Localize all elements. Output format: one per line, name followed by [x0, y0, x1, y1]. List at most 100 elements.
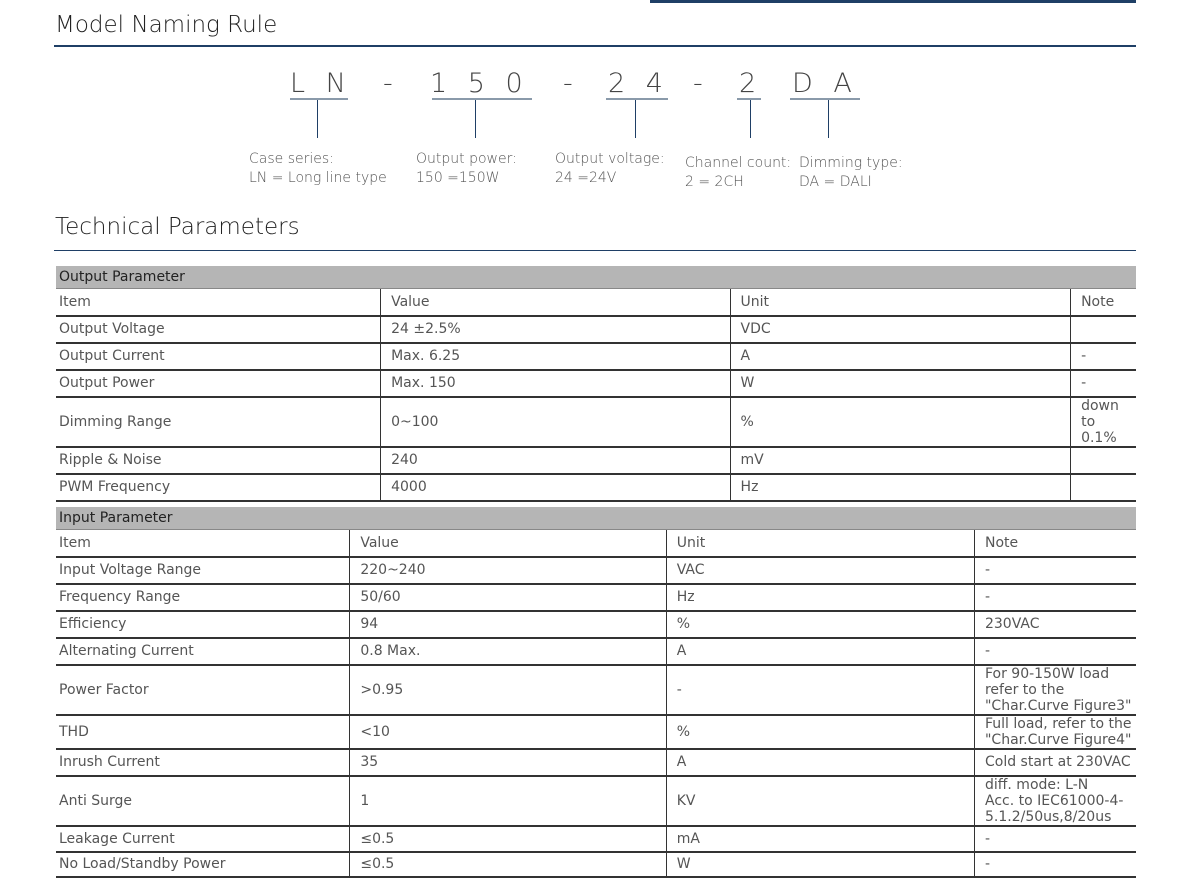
section-title: Output Parameter: [56, 266, 1136, 289]
code-segment: 2 4: [608, 68, 669, 99]
table-cell: 240: [380, 446, 731, 475]
table-cell: 220~240: [349, 556, 667, 585]
table-cell: [1070, 315, 1136, 344]
table-cell: <10: [349, 714, 667, 750]
table-cell: >0.95: [349, 664, 667, 716]
code-segment: -: [563, 68, 579, 99]
table-cell: diff. mode: L-N Acc. to IEC61000-4-5.1.2…: [973, 775, 1136, 827]
naming-part-label: Channel count: 2 = 2CH: [685, 154, 791, 192]
table-cell: 24 ±2.5%: [380, 315, 731, 344]
code-segment: L N: [290, 68, 352, 99]
header-row: Item Value Unit Note: [56, 529, 1136, 558]
top-accent-line: [650, 0, 1136, 3]
table-cell: Output Power: [56, 369, 381, 398]
table-row: Efficiency 94% 230VAC: [56, 610, 1136, 639]
column-header: Item: [56, 288, 381, 317]
table-cell: -: [1070, 342, 1136, 371]
tech-title: Technical Parameters: [55, 214, 300, 240]
table-cell: PWM Frequency: [56, 473, 381, 502]
column-header: Note: [973, 529, 1136, 558]
part-value: 2 = 2CH: [685, 174, 744, 190]
table-cell: Output Current: [56, 342, 381, 371]
table-row: THD <10% Full load, refer to the "Char.Cur…: [56, 714, 1136, 750]
code-segment: -: [693, 68, 709, 99]
part-value: 24 =24V: [555, 170, 617, 186]
table-cell: For 90-150W load refer to the "Char.Curv…: [973, 664, 1136, 716]
table-cell: Input Voltage Range: [56, 556, 350, 585]
table-cell: Anti Surge: [56, 775, 350, 827]
table-cell: mA: [665, 825, 975, 853]
code-segment: 1 5 0: [430, 68, 529, 99]
part-name: Dimming type:: [799, 155, 903, 171]
table-row: Power Factor >0.95- For 90-150W load refer…: [56, 664, 1136, 716]
table-cell: Cold start at 230VAC: [973, 748, 1136, 777]
column-header: Unit: [729, 288, 1071, 317]
table-cell: %: [729, 396, 1071, 448]
table-row: Output Voltage 24 ±2.5% VDC: [56, 315, 1136, 344]
table-cell: A: [729, 342, 1071, 371]
header-row: Item Value Unit Note: [56, 288, 1136, 317]
table-row: Anti Surge 1 KV diff. mode: L-N Acc. to IEC…: [56, 775, 1136, 827]
table-cell: Dimming Range: [56, 396, 381, 448]
part-value: LN = Long line type: [249, 170, 387, 186]
table-row: No Load/Standby Power ≤0.5 W -: [56, 851, 1136, 878]
table-cell: VAC: [665, 556, 975, 585]
naming-part-label: Output power: 150 =150W: [416, 150, 517, 188]
table-cell: Max. 150: [380, 369, 731, 398]
table-row: Alternating Current 0.8 Max. A -: [56, 637, 1136, 666]
table-cell: -: [973, 851, 1136, 878]
table-cell: Ripple & Noise: [56, 446, 381, 475]
table-cell: THD: [56, 714, 350, 750]
part-name: Case series:: [249, 151, 334, 167]
part-name: Output voltage:: [555, 151, 665, 167]
table-cell: ≤0.5: [349, 851, 667, 878]
output-parameter-table: Output Parameter Item Value Unit Note Output …: [56, 266, 1136, 502]
table-cell: Hz: [665, 583, 975, 612]
table-cell: No Load/Standby Power: [56, 851, 350, 878]
table-cell: 4000: [380, 473, 731, 502]
part-name: Output power:: [416, 151, 517, 167]
table-cell: Frequency Range: [56, 583, 350, 612]
table-cell: -: [665, 664, 975, 716]
table-cell: down to 0.1%: [1070, 396, 1136, 448]
table-cell: 1: [349, 775, 667, 827]
section-title: Input Parameter: [56, 507, 1136, 530]
table-row: Output Current Max. 6.25 A -: [56, 342, 1136, 371]
section-header: Input Parameter: [56, 507, 1136, 530]
table-row: Leakage Current ≤0.5 mA -: [56, 825, 1136, 853]
table-cell: Output Voltage: [56, 315, 381, 344]
table-cell: -: [973, 637, 1136, 666]
naming-part-label: Case series: LN = Long line type: [249, 150, 387, 188]
column-header: Value: [349, 529, 667, 558]
table-cell: %: [665, 610, 975, 639]
table-cell: -: [973, 556, 1136, 585]
code-segment: 2: [739, 68, 763, 99]
divider: [54, 250, 1136, 251]
table-row: Ripple & Noise 240 mV: [56, 446, 1136, 475]
code-segment: D A: [792, 68, 858, 99]
column-header: Note: [1070, 288, 1136, 317]
table-row: PWM Frequency 4000 Hz: [56, 473, 1136, 502]
part-value: 150 =150W: [416, 170, 500, 186]
table-cell: %: [665, 714, 975, 750]
code-segment: -: [383, 68, 399, 99]
table-row: Output Power Max. 150 W -: [56, 369, 1136, 398]
table-cell: Hz: [729, 473, 1071, 502]
column-header: Item: [56, 529, 350, 558]
table-cell: [1070, 446, 1136, 475]
table-cell: mV: [729, 446, 1071, 475]
table-cell: Alternating Current: [56, 637, 350, 666]
table-cell: Inrush Current: [56, 748, 350, 777]
naming-title: Model Naming Rule: [55, 12, 278, 38]
table-cell: Full load, refer to the "Char.Curve Figu…: [973, 714, 1136, 750]
table-cell: 50/60: [349, 583, 667, 612]
naming-part-label: Dimming type: DA = DALI: [799, 154, 903, 192]
table-cell: 230VAC: [973, 610, 1136, 639]
table-cell: [1070, 473, 1136, 502]
table-row: Inrush Current 35 A Cold start at 230VAC: [56, 748, 1136, 777]
table-row: Dimming Range 0~100% down to 0.1%: [56, 396, 1136, 448]
divider: [54, 45, 1136, 47]
column-header: Value: [380, 288, 731, 317]
table-cell: A: [665, 748, 975, 777]
column-header: Unit: [665, 529, 975, 558]
